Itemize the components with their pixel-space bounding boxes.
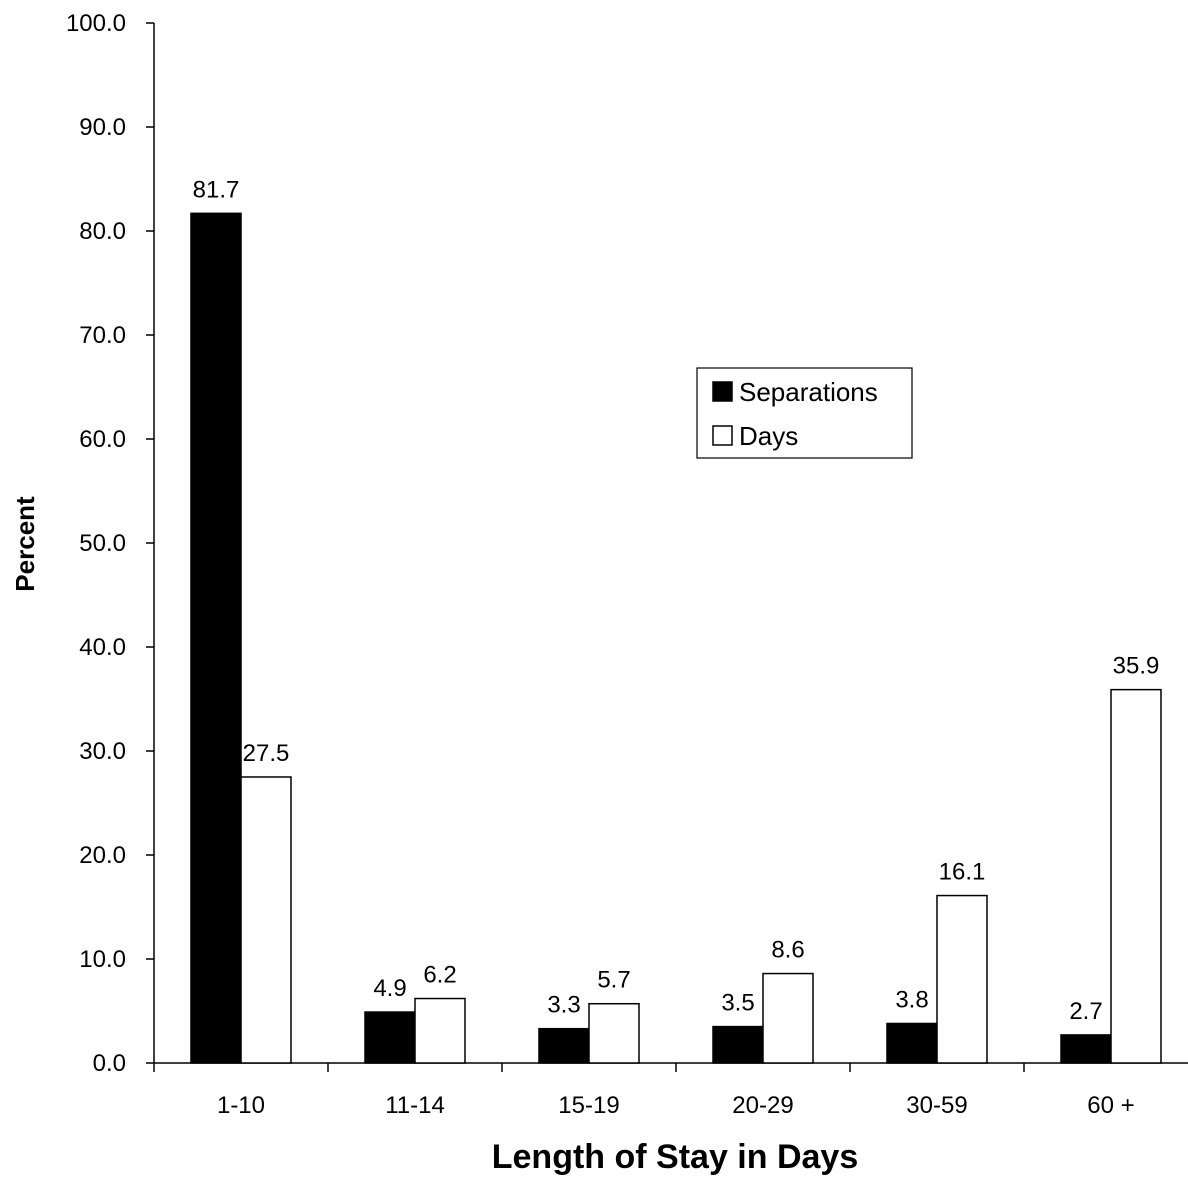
data-label-separations: 3.3 [547,992,580,1019]
legend-label-days: Days [739,421,798,451]
bar-separations-60 [1060,1034,1112,1064]
axes: 0.0 10.0 20.0 30.0 40.0 50.0 60.0 70.0 80.0 90.0 1… [66,10,1188,1119]
data-label-separations: 3.8 [895,986,928,1013]
y-tick-label: 30.0 [79,738,126,765]
x-tick-label: 60 + [1087,1092,1134,1119]
x-tick-label: 20-29 [732,1092,793,1119]
y-tick-label: 70.0 [79,322,126,349]
bar-separations-15-19 [538,1027,590,1064]
bars [190,212,1162,1064]
x-tick-label: 30-59 [906,1092,967,1119]
y-tick-label: 80.0 [79,218,126,245]
bar-days-20-29 [762,972,814,1064]
data-labels: 81.7 27.5 4.9 6.2 3.3 5.7 3.5 8.6 3.8 16.1 2.7 35.9 [193,176,1160,1025]
y-tick-label: 90.0 [79,114,126,141]
data-label-separations: 3.5 [721,990,754,1017]
data-label-days: 8.6 [771,937,804,964]
y-axis-title: Percent [10,496,40,592]
data-label-days: 5.7 [597,967,630,994]
data-label-separations: 81.7 [193,176,240,203]
x-tick-label: 15-19 [558,1092,619,1119]
y-tick-label: 10.0 [79,946,126,973]
data-label-days: 6.2 [423,962,456,989]
bar-separations-30-59 [886,1022,938,1064]
y-tick-label: 20.0 [79,842,126,869]
y-tick-label: 100.0 [66,10,126,37]
bar-separations-20-29 [712,1025,764,1064]
x-axis-title: Length of Stay in Days [492,1138,859,1176]
bar-days-1-10 [240,776,292,1064]
legend-swatch-separations [712,381,733,402]
bar-days-30-59 [936,894,988,1064]
bar-days-11-14 [414,997,466,1064]
y-tick-label: 50.0 [79,530,126,557]
x-tick-label: 1-10 [217,1092,265,1119]
data-label-separations: 4.9 [373,975,406,1002]
bar-days-15-19 [588,1002,640,1064]
legend-box [696,367,913,459]
legend: Separations Days [696,367,913,459]
y-tick-label: 40.0 [79,634,126,661]
legend-swatch-days [712,425,733,446]
bar-separations-1-10 [190,212,242,1064]
y-tick-label: 60.0 [79,426,126,453]
data-label-separations: 2.7 [1069,998,1102,1025]
data-label-days: 27.5 [243,740,290,767]
bar-days-60 [1110,688,1162,1064]
y-tick-label: 0.0 [93,1050,126,1077]
legend-label-separations: Separations [739,377,878,407]
data-label-days: 35.9 [1113,653,1160,680]
x-tick-label: 11-14 [385,1092,445,1119]
bar-separations-11-14 [364,1011,416,1064]
data-label-days: 16.1 [939,859,986,886]
